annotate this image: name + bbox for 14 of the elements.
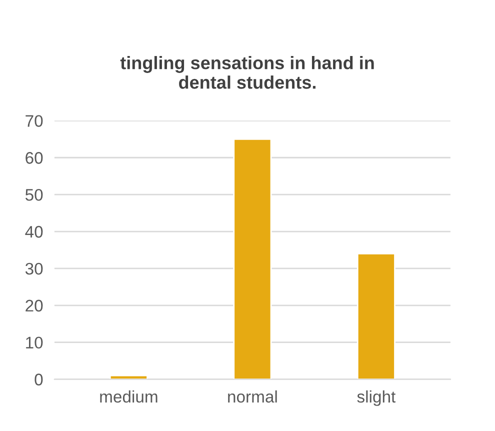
y-tick-label: 60	[26, 152, 43, 164]
x-tick-label: normal	[228, 390, 277, 403]
y-tick-label: 40	[25, 226, 43, 238]
y-tick-label: 0	[34, 374, 43, 386]
bar	[233, 138, 272, 380]
y-tick-label: 30	[25, 262, 43, 275]
chart-title: tingling sensations in hand in dental students.	[120, 56, 374, 89]
x-tick-label: medium	[100, 390, 158, 403]
y-tick-label: 50	[25, 188, 43, 201]
y-tick-label: 10	[26, 336, 43, 349]
x-tick-label: slight	[357, 390, 396, 406]
y-tick-label: 20	[26, 300, 43, 312]
bar	[356, 252, 396, 380]
y-tick-label: 70	[26, 115, 43, 127]
